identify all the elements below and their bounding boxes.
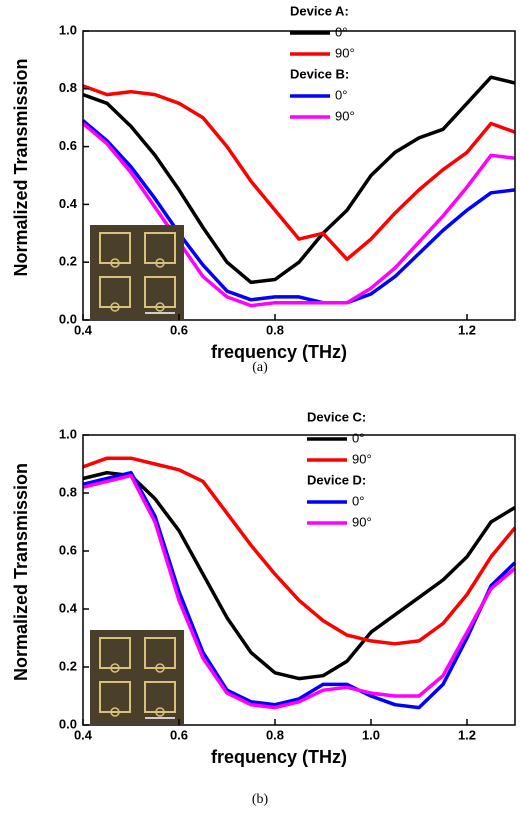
caption: (b) [252,792,269,807]
x-tick-label: 1.0 [362,727,380,742]
inset-image [90,225,184,319]
series-line [82,470,516,681]
series-line [81,122,516,308]
inset-cell [99,276,131,308]
y-axis-label: Normalized Transmission [11,58,31,276]
inset-cell [99,681,131,713]
x-tick-label: 0.4 [74,322,93,337]
legend-label: 90° [352,451,372,466]
x-tick-label: 0.8 [266,322,284,337]
inset-cell [99,232,131,264]
series-line [82,470,517,710]
y-tick-label: 0.0 [59,311,77,326]
series-line [82,473,517,710]
x-tick-label: 0.6 [170,322,188,337]
inset-cell [144,681,176,713]
x-tick-label: 0.6 [170,727,188,742]
chart: 0.4 0.6 0.8 1.2 0.0 0.2 0.4 0.6 0.8 1.0 frequency … [11,3,516,375]
x-axis-label: frequency (THz) [211,342,347,362]
series-line [82,84,516,262]
inset-ring [155,707,165,717]
x-tick-label: 1.2 [458,322,476,337]
y-tick-label: 1.0 [59,426,77,441]
legend-label: 90° [352,514,372,529]
series-line [81,119,516,305]
legend-label: 0° [335,87,347,102]
y-tick-label: 1.0 [59,22,77,37]
inset-ring [155,663,165,673]
legend-label: 90° [335,45,355,60]
y-tick-label: 0.4 [59,600,78,615]
inset-ring [155,302,165,312]
inset-cell [99,637,131,669]
x-tick-label: 0.8 [266,727,284,742]
legend-group-title: Device B: [290,66,349,81]
legend-label: 90° [335,108,355,123]
y-axis-label: Normalized Transmission [11,463,31,681]
inset-cell [144,276,176,308]
inset-bg [90,225,184,319]
inset-ring [110,258,120,268]
inset-ring [110,707,120,717]
inset-ring [155,258,165,268]
legend-label: 0° [352,430,364,445]
legend-group-title: Device C: [307,409,366,424]
legend-label: 0° [335,24,347,39]
series-line [82,456,517,646]
y-tick-label: 0.4 [59,196,78,211]
legend-group-title: Device A: [290,3,349,18]
y-tick-label: 0.8 [59,80,77,95]
legend-group-title: Device D: [307,472,366,487]
y-tick-label: 0.2 [59,658,77,673]
caption: (a) [252,360,268,375]
series-line [82,75,516,285]
inset-image [90,630,184,724]
y-tick-label: 0.6 [59,542,77,557]
x-tick-label: 0.4 [74,727,93,742]
inset-ring [110,302,120,312]
y-tick-label: 0.0 [59,716,77,731]
legend-label: 0° [352,493,364,508]
inset-ring [110,663,120,673]
chart: 0.4 0.6 0.8 1.0 1.2 0.0 0.2 0.4 0.6 0.8 1.0 frequen… [11,409,517,807]
inset-cell [144,232,176,264]
y-tick-label: 0.8 [59,484,77,499]
x-axis-label: frequency (THz) [211,747,347,767]
y-tick-label: 0.2 [59,254,77,269]
x-tick-label: 1.2 [458,727,476,742]
inset-bg [90,630,184,724]
plot-frame [82,434,516,726]
plot-frame [82,30,516,321]
inset-cell [144,637,176,669]
y-tick-label: 0.6 [59,138,77,153]
